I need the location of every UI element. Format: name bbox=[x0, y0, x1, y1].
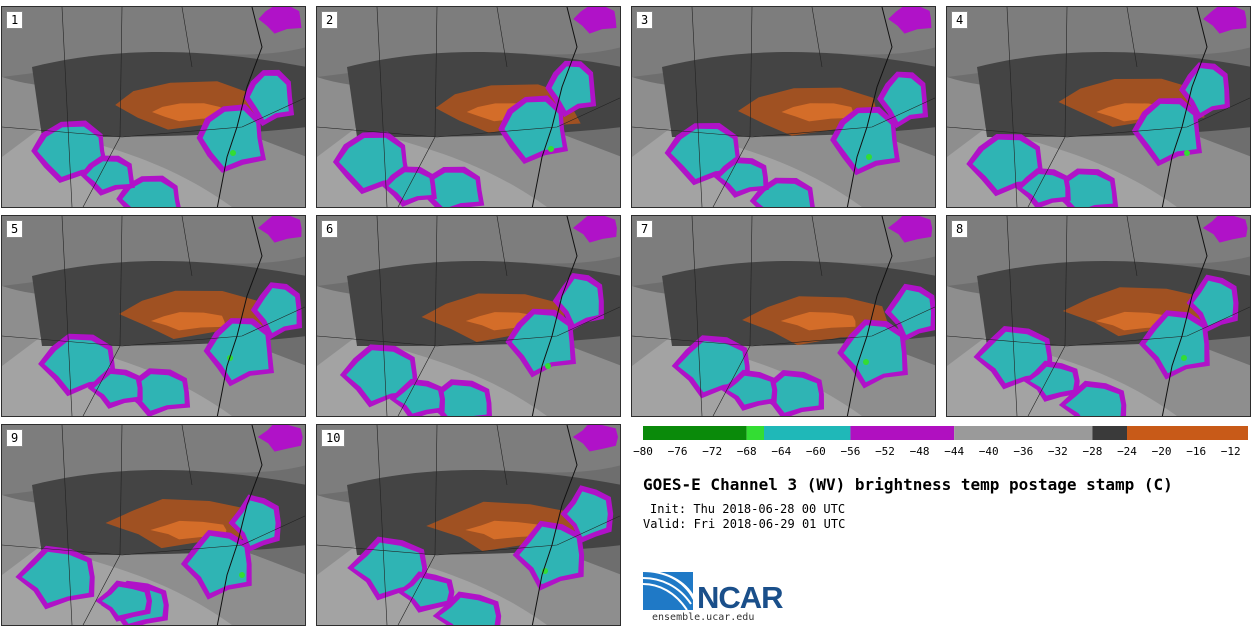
forecast-panel: 3 bbox=[631, 6, 936, 208]
forecast-panel: 1 bbox=[1, 6, 306, 208]
forecast-panel: 7 bbox=[631, 215, 936, 417]
colorbar-tick-label: −68 bbox=[736, 445, 757, 458]
colorbar-tick-label: −32 bbox=[1047, 445, 1068, 458]
figure-title: GOES-E Channel 3 (WV) brightness temp po… bbox=[643, 475, 1173, 494]
init-time: Init: Thu 2018-06-28 00 UTC bbox=[650, 502, 846, 516]
colorbar-tick-label: −52 bbox=[875, 445, 895, 458]
panel-number: 1 bbox=[6, 11, 24, 29]
colorbar-tick-label: −44 bbox=[944, 445, 965, 458]
colorbar-tick-label: −24 bbox=[1117, 445, 1137, 458]
panel-number: 9 bbox=[6, 429, 24, 447]
colorbar-tick-label: −76 bbox=[667, 445, 688, 458]
colorbar-tick-label: −36 bbox=[1013, 445, 1034, 458]
forecast-panel: 6 bbox=[316, 215, 621, 417]
colorbar bbox=[643, 426, 1248, 440]
forecast-panel: 10 bbox=[316, 424, 621, 626]
colorbar-tick-label: −80 bbox=[633, 445, 653, 458]
panel-number: 8 bbox=[951, 220, 969, 238]
colorbar-band bbox=[764, 426, 851, 440]
colorbar-tick-label: −16 bbox=[1186, 445, 1207, 458]
forecast-panel: 5 bbox=[1, 215, 306, 417]
forecast-panel: 4 bbox=[946, 6, 1251, 208]
colorbar-band bbox=[643, 426, 747, 440]
colorbar-tick-label: −48 bbox=[909, 445, 930, 458]
colorbar-tick-label: −40 bbox=[978, 445, 999, 458]
panel-number: 5 bbox=[6, 220, 24, 238]
colorbar-tick-label: −56 bbox=[840, 445, 861, 458]
panel-number: 7 bbox=[636, 220, 654, 238]
colorbar-tick-label: −72 bbox=[702, 445, 723, 458]
panel-number: 3 bbox=[636, 11, 654, 29]
panel-number: 4 bbox=[951, 11, 969, 29]
colorbar-band bbox=[850, 426, 955, 440]
colorbar-band bbox=[1127, 426, 1248, 440]
panel-number: 10 bbox=[321, 429, 346, 447]
forecast-panel: 8 bbox=[946, 215, 1251, 417]
panel-number: 6 bbox=[321, 220, 339, 238]
colorbar-band bbox=[1092, 426, 1127, 440]
colorbar-band bbox=[746, 426, 764, 440]
panel-number: 2 bbox=[321, 11, 339, 29]
valid-time: Valid: Fri 2018-06-29 01 UTC bbox=[643, 517, 846, 531]
ncar-logo-icon bbox=[643, 570, 693, 611]
colorbar-tick-label: −60 bbox=[805, 445, 826, 458]
colorbar-tick-label: −64 bbox=[771, 445, 792, 458]
colorbar-tick-label: −28 bbox=[1082, 445, 1103, 458]
forecast-panel: 9 bbox=[1, 424, 306, 626]
forecast-panel: 2 bbox=[316, 6, 621, 208]
ncar-logo-text: NCAR bbox=[697, 580, 784, 615]
colorbar-band bbox=[954, 426, 1093, 440]
source-url: ensemble.ucar.edu bbox=[652, 612, 755, 623]
colorbar-tick-label: −20 bbox=[1151, 445, 1172, 458]
colorbar-tick-label: −12 bbox=[1220, 445, 1241, 458]
